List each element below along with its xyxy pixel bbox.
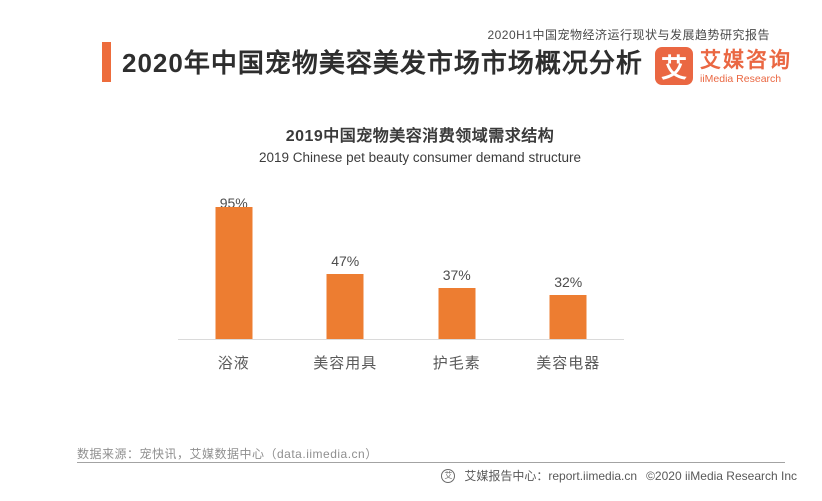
bar-category-label: 美容电器 (536, 355, 601, 372)
bar (215, 207, 253, 339)
iimedia-logo-icon: 艾 (655, 47, 693, 85)
bar-value-label: 47% (331, 253, 360, 269)
chart-title-block: 2019中国宠物美容消费领域需求结构 2019 Chinese pet beau… (160, 122, 680, 165)
bar (549, 295, 587, 339)
bar-category-label: 浴液 (217, 355, 250, 372)
logo-name-en: iiMedia Research (700, 73, 782, 85)
bar-column: 95% 浴液 (178, 194, 290, 372)
bar-column: 47% 美容用具 (290, 194, 402, 372)
bar-category-label: 美容用具 (313, 355, 378, 372)
bar-column: 32% 美容电器 (513, 194, 625, 372)
data-source-note: 数据来源：宠快讯，艾媒数据中心（data.iimedia.cn） (77, 447, 378, 461)
bar (438, 288, 476, 339)
bar-value-label: 37% (442, 267, 471, 283)
footer-divider (77, 462, 785, 463)
iimedia-logo: 艾 艾媒咨询 iiMedia Research (655, 47, 792, 86)
copyright-text: ©2020 iiMedia Research Inc (646, 468, 797, 483)
report-center-link: 艾媒报告中心：report.iimedia.cn (464, 469, 638, 483)
iimedia-badge-icon: 艾 (441, 468, 456, 483)
bar-value-label: 32% (554, 274, 583, 290)
bar (326, 274, 364, 339)
bar-column: 37% 护毛素 (401, 194, 513, 372)
footer-credit: 艾 艾媒报告中心：report.iimedia.cn ©2020 iiMedia… (441, 467, 797, 484)
bar-category-label: 护毛素 (432, 355, 481, 372)
chart-title: 2019中国宠物美容消费领域需求结构 (285, 128, 555, 145)
iimedia-logo-text: 艾媒咨询 iiMedia Research (700, 47, 792, 86)
chart-subtitle: 2019 Chinese pet beauty consumer demand … (259, 150, 581, 165)
logo-name-cn: 艾媒咨询 (700, 49, 792, 72)
bar-chart-plot: 95% 浴液 47% 美容用具 37% 护毛素 32% 美容电器 (178, 194, 625, 372)
title-accent-bar (102, 42, 111, 82)
page-title: 2020年中国宠物美容美发市场市场概况分析 (122, 48, 643, 78)
report-series-title: 2020H1中国宠物经济运行现状与发展趋势研究报告 (487, 28, 770, 42)
